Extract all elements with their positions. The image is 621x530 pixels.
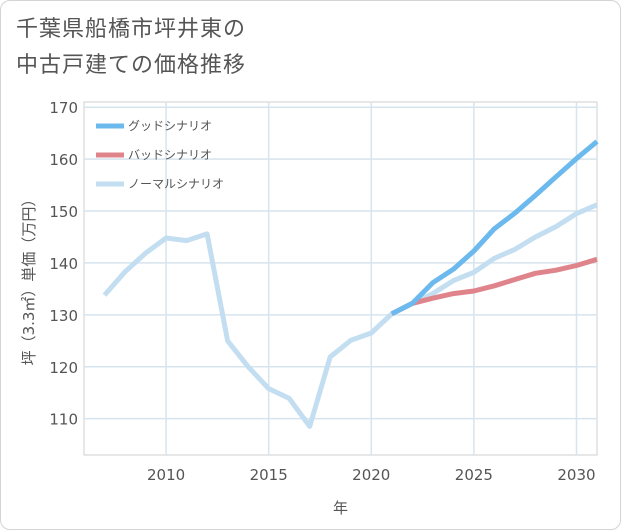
chart-title: 千葉県船橋市坪井東の 中古戸建ての価格推移 [16, 12, 246, 84]
normal-scenario-line [102, 202, 598, 429]
gridlines [84, 102, 597, 455]
x-tick-2015: 2015 [250, 466, 288, 484]
series-lines [102, 139, 599, 429]
legend-bad-label: バッドシナリオ [128, 148, 212, 162]
x-tick-2010: 2010 [147, 466, 185, 484]
x-axis-label: 年 [333, 499, 348, 517]
y-tick-labels: 110 120 130 140 150 160 170 [49, 99, 78, 428]
legend-bad: バッドシナリオ [96, 148, 212, 162]
y-tick-130: 130 [49, 307, 78, 325]
legend-good: グッドシナリオ [96, 119, 212, 133]
chart-title-line-1: 千葉県船橋市坪井東の [16, 17, 247, 42]
y-tick-120: 120 [49, 359, 78, 377]
legend-good-label: グッドシナリオ [128, 119, 212, 133]
x-tick-2030: 2030 [557, 466, 595, 484]
x-tick-labels: 2010 2015 2020 2025 2030 [147, 466, 596, 484]
chart-title-line-2: 中古戸建ての価格推移 [16, 53, 247, 78]
y-tick-170: 170 [49, 99, 78, 117]
y-tick-150: 150 [49, 203, 78, 221]
x-tick-2020: 2020 [352, 466, 390, 484]
y-tick-110: 110 [49, 411, 78, 429]
good-scenario-line [390, 139, 599, 317]
y-tick-140: 140 [49, 255, 78, 273]
y-tick-160: 160 [49, 151, 78, 169]
legend-normal-label: ノーマルシナリオ [128, 177, 224, 191]
x-tick-2025: 2025 [455, 466, 493, 484]
bad-scenario-line [390, 256, 598, 317]
legend-normal: ノーマルシナリオ [96, 177, 224, 191]
y-axis-label: 坪（3.3㎡）単価（万円） [20, 192, 38, 366]
